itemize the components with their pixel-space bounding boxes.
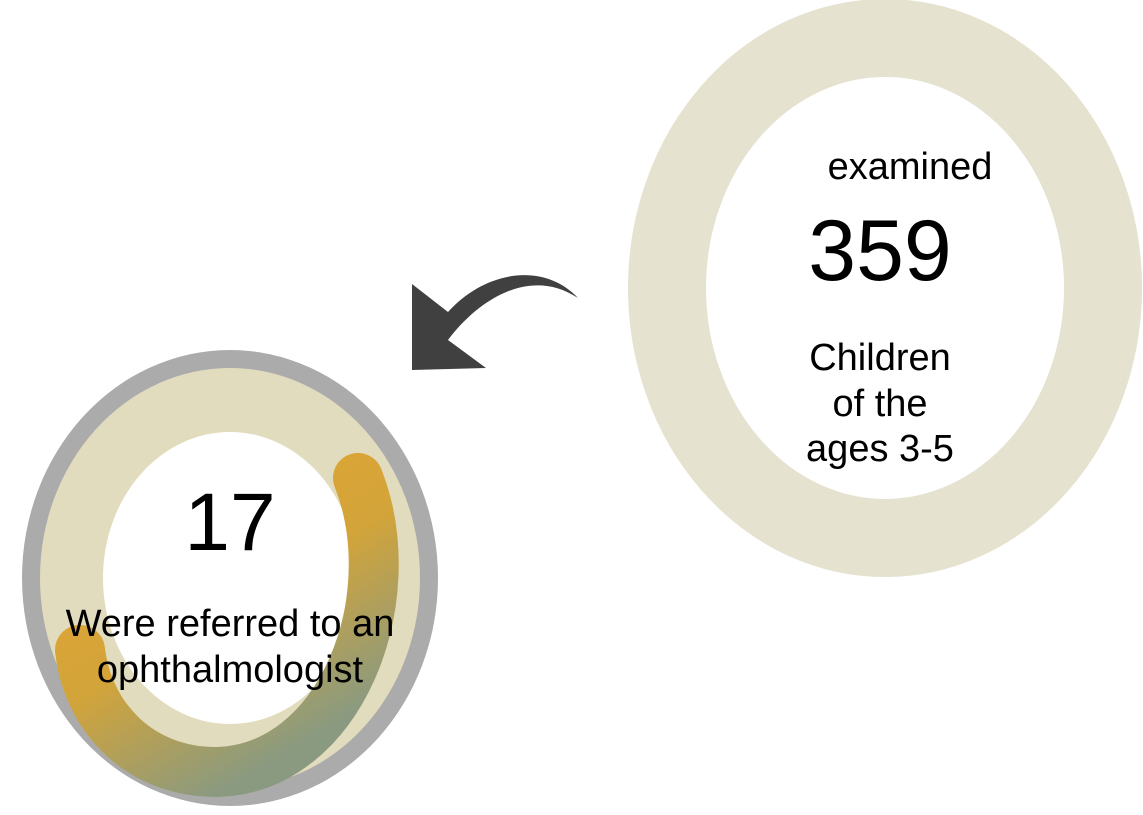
referred-ring-center bbox=[103, 432, 357, 724]
examined-ring bbox=[628, 0, 1142, 577]
referred-label: Were referred to an ophthalmologist bbox=[65, 603, 395, 691]
curved-arrow-icon bbox=[412, 275, 578, 370]
examined-label: examined bbox=[827, 146, 993, 188]
examined-count: 359 bbox=[808, 203, 952, 299]
referred-count: 17 bbox=[184, 477, 276, 568]
referred-highlight-arc bbox=[55, 453, 399, 798]
children-age-label: Children of the ages 3-5 bbox=[806, 337, 954, 471]
